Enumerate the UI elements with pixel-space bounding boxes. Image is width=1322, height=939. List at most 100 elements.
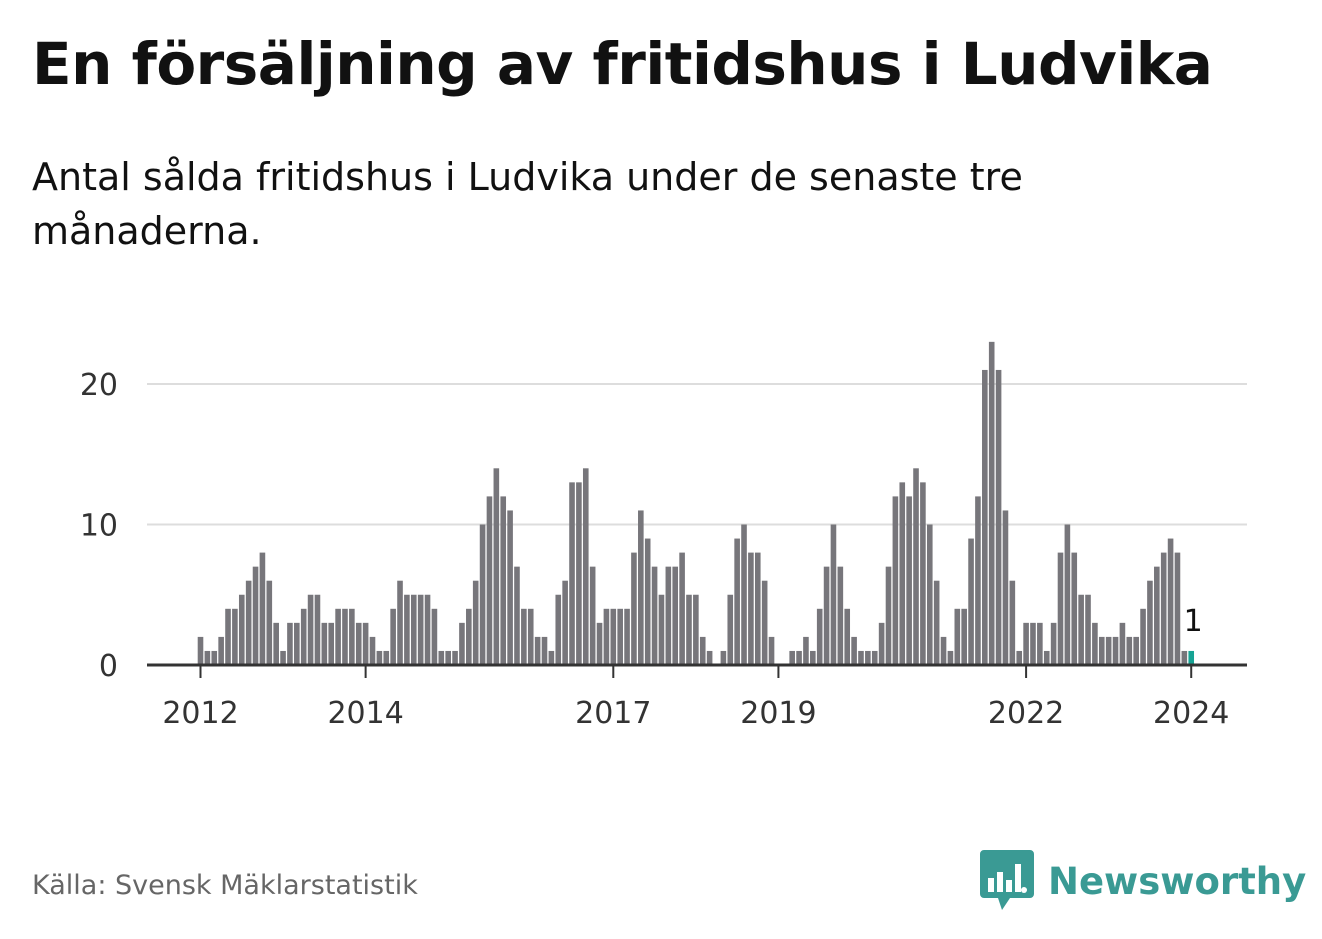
bar — [521, 608, 527, 665]
bar — [596, 622, 603, 665]
bar — [658, 594, 665, 665]
bar — [541, 636, 548, 665]
bar — [569, 482, 575, 665]
bar — [727, 594, 734, 665]
bar — [892, 496, 899, 665]
bar — [534, 636, 541, 665]
bar — [1037, 622, 1043, 665]
bar — [500, 496, 507, 665]
bar — [1016, 650, 1023, 665]
bar — [1043, 650, 1050, 665]
bar — [610, 608, 617, 665]
bar — [823, 566, 830, 665]
bar — [968, 538, 974, 665]
bar — [362, 622, 369, 665]
bar — [858, 650, 864, 665]
bar — [397, 580, 403, 665]
bar — [995, 369, 1002, 665]
bar — [438, 650, 445, 665]
bar — [555, 594, 562, 665]
bar — [204, 650, 211, 665]
bar — [631, 552, 637, 665]
bar — [665, 566, 672, 665]
bar — [988, 341, 995, 665]
bar — [638, 510, 644, 665]
data-label: 1 — [1184, 604, 1203, 639]
bar — [1160, 552, 1167, 665]
bar — [376, 650, 383, 665]
bar — [933, 580, 940, 665]
bar — [390, 608, 396, 665]
bar — [562, 580, 568, 665]
bar — [287, 622, 293, 665]
bar — [1112, 636, 1119, 665]
bar — [865, 650, 871, 665]
bar — [445, 650, 451, 665]
x-tick-label: 2019 — [740, 696, 816, 731]
bar — [1071, 552, 1078, 665]
bar — [940, 636, 947, 665]
bar — [1188, 650, 1195, 665]
bar — [383, 650, 390, 665]
bar — [1133, 636, 1139, 665]
bar — [459, 622, 465, 665]
bar — [1002, 510, 1009, 665]
bar — [803, 636, 809, 665]
source-note: Källa: Svensk Mäklarstatistik — [32, 870, 418, 901]
bar — [431, 608, 438, 665]
bar — [1174, 552, 1181, 665]
bar — [926, 524, 933, 665]
bar — [1030, 622, 1036, 665]
bar — [280, 650, 286, 665]
bar — [651, 566, 658, 665]
bar — [686, 594, 692, 665]
bar — [1098, 636, 1105, 665]
chart-subtitle: Antal sålda fritidshus i Ludvika under d… — [32, 155, 1023, 253]
bar — [954, 608, 961, 665]
bar — [582, 468, 589, 665]
bar — [349, 608, 355, 665]
bar — [748, 552, 754, 665]
bar — [1023, 622, 1029, 665]
y-tick-label: 0 — [99, 649, 118, 684]
x-tick-label: 2024 — [1153, 696, 1229, 731]
bar — [789, 650, 795, 665]
bar — [734, 538, 740, 665]
bar — [741, 524, 747, 665]
bar — [424, 594, 431, 665]
bar — [314, 594, 321, 665]
bar — [1050, 622, 1057, 665]
bar — [871, 650, 878, 665]
bar — [527, 608, 534, 665]
bar — [294, 622, 300, 665]
bar — [837, 566, 844, 665]
bar — [1105, 636, 1112, 665]
bar — [355, 622, 362, 665]
bar — [947, 650, 954, 665]
bar — [624, 608, 630, 665]
bar — [1154, 566, 1160, 665]
bar — [266, 580, 273, 665]
x-tick-label: 2017 — [575, 696, 651, 731]
bar — [796, 650, 802, 665]
bar — [1064, 524, 1071, 665]
bar — [197, 636, 204, 665]
bar — [810, 650, 816, 665]
bar — [816, 608, 823, 665]
bar — [369, 636, 376, 665]
bar — [1126, 636, 1133, 665]
bar — [1181, 650, 1188, 665]
bar — [906, 496, 912, 665]
bar — [589, 566, 596, 665]
bar — [679, 552, 685, 665]
bar — [768, 636, 775, 665]
bar — [225, 608, 231, 665]
bar — [975, 496, 981, 665]
bar — [514, 566, 520, 665]
bar — [472, 580, 479, 665]
bar — [982, 369, 988, 665]
bar — [328, 622, 335, 665]
bar — [252, 566, 259, 665]
bar — [720, 650, 727, 665]
chart-title: En försäljning av fritidshus i Ludvika — [32, 30, 1213, 98]
